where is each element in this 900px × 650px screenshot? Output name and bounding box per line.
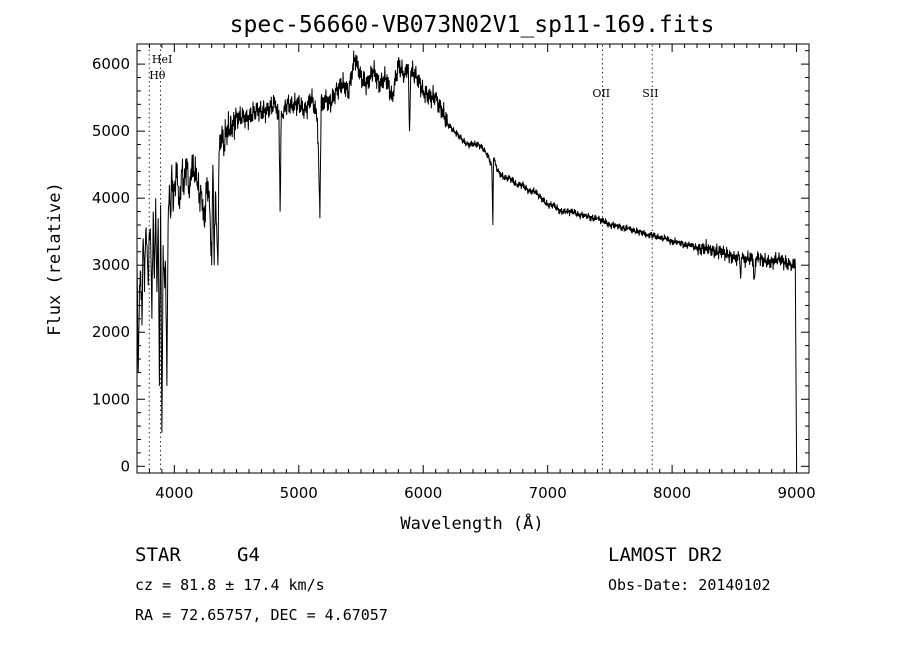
y-tick-label: 6000 [92, 55, 130, 73]
object-class: STAR [135, 544, 181, 566]
spectrum-line [136, 50, 798, 467]
y-axis-label: Flux (relative) [45, 182, 65, 336]
line-label-1: Hθ [149, 69, 166, 82]
x-tick-label: 4000 [155, 484, 193, 502]
line-label-0: HeI [152, 53, 172, 66]
survey-name: LAMOST DR2 [608, 544, 722, 566]
spectral-line-markers: HeI Hθ OII SII [148, 45, 658, 472]
object-subclass: G4 [237, 544, 260, 566]
y-tick-label: 5000 [92, 122, 130, 140]
x-tick-label: 8000 [653, 484, 691, 502]
plot-frame [136, 43, 810, 474]
axis-ticks: 4000 5000 6000 7000 8000 9000 0 1000 2000 3000 400… [92, 44, 816, 502]
x-axis-label: Wavelength (Å) [400, 512, 543, 534]
observation-date: Obs-Date: 20140102 [608, 576, 771, 594]
x-tick-label: 5000 [280, 484, 318, 502]
line-label-4: SII [642, 87, 658, 100]
y-tick-label: 2000 [92, 323, 130, 341]
y-tick-label: 0 [120, 457, 130, 475]
x-tick-label: 7000 [529, 484, 567, 502]
coordinates: RA = 72.65757, DEC = 4.67057 [135, 606, 388, 624]
y-tick-label: 4000 [92, 189, 130, 207]
y-tick-label: 3000 [92, 256, 130, 274]
redshift-cz: cz = 81.8 ± 17.4 km/s [135, 576, 325, 594]
x-tick-label: 9000 [777, 484, 815, 502]
line-label-3: OII [592, 87, 610, 100]
y-tick-label: 1000 [92, 390, 130, 408]
chart-title: spec-56660-VB073N02V1_sp11-169.fits [230, 12, 715, 38]
x-tick-label: 6000 [404, 484, 442, 502]
